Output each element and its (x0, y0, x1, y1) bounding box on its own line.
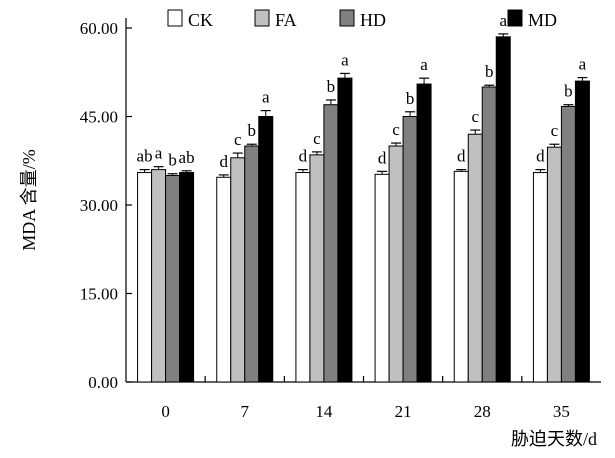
bar-ck-7 (216, 176, 232, 383)
bar-hd-7 (244, 145, 260, 383)
significance-label: d (457, 147, 466, 166)
significance-label: b (564, 82, 573, 101)
x-tick-label: 28 (474, 402, 491, 421)
legend-label-fa: FA (275, 10, 297, 30)
x-tick-label: 7 (241, 402, 250, 421)
bar-ck-28 (453, 170, 469, 383)
bar-md-0 (179, 172, 195, 383)
significance-label: c (551, 121, 559, 140)
significance-label: a (155, 144, 163, 163)
bar-hd-0 (165, 175, 181, 383)
significance-label: c (392, 120, 400, 139)
x-tick-label: 21 (395, 402, 412, 421)
bar-fa-0 (151, 169, 167, 383)
significance-label: c (234, 130, 242, 149)
legend-label-ck: CK (188, 10, 213, 30)
legend-swatch-ck (167, 9, 183, 27)
y-tick-label: 15.00 (80, 285, 118, 304)
bar-ck-14 (295, 172, 311, 383)
bar-fa-35 (546, 146, 562, 383)
y-tick-labels: 0.00 15.00 30.00 45.00 60.00 (80, 19, 132, 392)
bar-hd-35 (560, 105, 576, 383)
legend: CK FA HD MD (167, 9, 557, 30)
significance-label: a (341, 50, 349, 69)
y-axis-label: MDA 含量/% (19, 149, 39, 251)
bar-ck-21 (374, 173, 390, 383)
x-tick-labels: 0 7 14 21 28 35 (161, 376, 570, 421)
bar-md-35 (574, 80, 590, 383)
bar-fa-14 (309, 154, 325, 383)
x-tick-label: 14 (315, 402, 333, 421)
x-axis-label: 胁迫天数/d (511, 429, 597, 449)
significance-label: c (313, 129, 321, 148)
legend-label-hd: HD (360, 10, 386, 30)
y-tick-label: 45.00 (80, 108, 118, 127)
legend-swatch-hd (339, 9, 355, 27)
bar-fa-21 (388, 145, 404, 383)
bar-ck-0 (137, 172, 153, 383)
significance-label: a (420, 55, 428, 74)
legend-swatch-fa (254, 9, 270, 27)
significance-label: d (378, 148, 387, 167)
significance-label: a (579, 55, 587, 74)
significance-label: b (406, 89, 415, 108)
significance-label: a (262, 88, 270, 107)
bar-hd-14 (323, 104, 339, 383)
significance-label: b (327, 77, 336, 96)
significance-label: b (485, 62, 494, 81)
bar-fa-28 (467, 133, 483, 383)
significance-label: a (499, 11, 507, 30)
y-tick-label: 0.00 (88, 373, 118, 392)
bar-hd-21 (402, 116, 418, 383)
x-tick-label: 35 (553, 402, 570, 421)
bar-md-14 (337, 77, 353, 383)
significance-label: ab (137, 147, 153, 166)
bar-ck-35 (532, 172, 548, 383)
bar-hd-28 (481, 86, 497, 383)
x-tick-label: 0 (161, 402, 170, 421)
bar-md-7 (258, 116, 274, 383)
significance-label: d (299, 147, 308, 166)
y-tick-label: 30.00 (80, 196, 118, 215)
significance-label: c (471, 107, 479, 126)
y-tick-label: 60.00 (80, 19, 118, 38)
significance-label: d (220, 152, 229, 171)
bars (137, 36, 590, 383)
bar-md-21 (416, 83, 432, 383)
bar-md-28 (495, 36, 511, 383)
significance-label: b (248, 121, 257, 140)
significance-label: d (536, 147, 545, 166)
significance-label: b (168, 151, 177, 170)
legend-label-md: MD (528, 10, 557, 30)
significance-label: ab (179, 148, 195, 167)
bar-fa-7 (230, 157, 246, 383)
legend-swatch-md (507, 9, 523, 27)
error-bars (139, 33, 588, 178)
